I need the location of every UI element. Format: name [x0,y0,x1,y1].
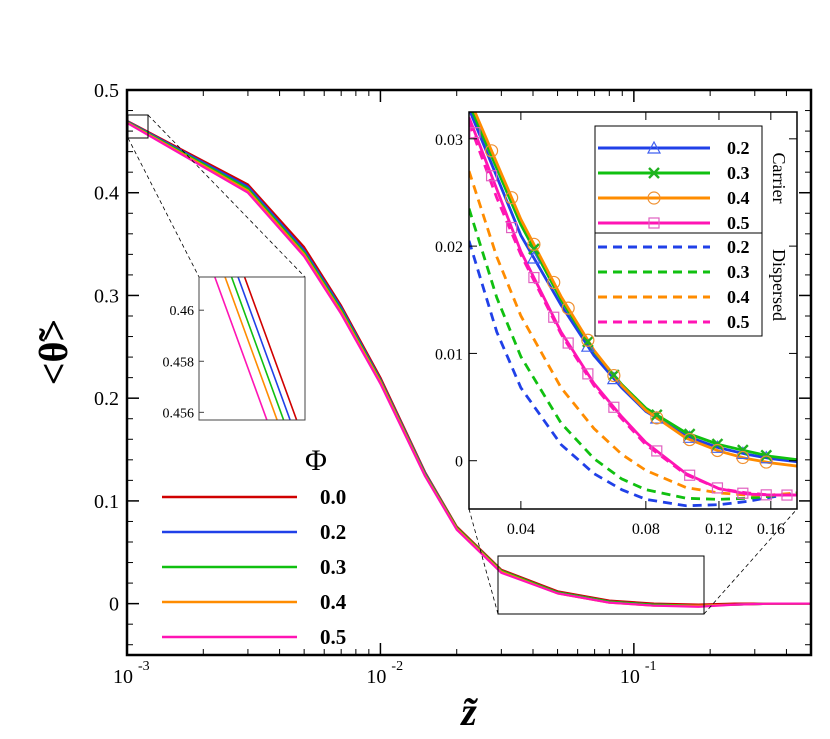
x-tick-label: 10 [366,666,386,688]
inset-legend-label: 0.4 [727,188,750,208]
figure: 0 0.1 0.2 0.3 0.4 0.5 10 -3 10 -2 10 -1 <θ̃> z̃ Φ 0… [0,0,830,739]
zoom-y-tick-label: 0.456 [163,406,195,421]
y-tick-label: 0.2 [94,388,119,410]
inset-y-tick-label: 0.01 [435,346,463,363]
legend-label: 0.4 [320,590,347,614]
x-tick-label: 10 [113,666,133,688]
y-tick-label: 0.4 [94,183,119,205]
legend-label: 0.0 [320,485,346,509]
x-axis-label: z̃ [459,689,479,734]
inset-legend-label: 0.2 [727,237,750,257]
legend-label: 0.5 [320,625,346,649]
inset-legend-label: 0.3 [727,163,750,183]
x-tick-exponent: -1 [645,659,657,674]
y-tick-label: 0.3 [94,285,119,307]
inset-x-tick-label: 0.12 [705,521,733,538]
inset-legend-label: 0.3 [727,262,750,282]
y-tick-label: 0 [109,594,119,616]
inset-y-tick-label: 0.03 [435,132,463,149]
x-tick-exponent: -2 [391,659,403,674]
legend-label: 0.2 [320,520,346,544]
inset-legend-label: 0.4 [727,287,750,307]
inset-legend-label: 0.5 [727,312,750,332]
inset-y-tick-label: 0.02 [435,239,463,256]
zoom-y-tick-label: 0.458 [163,355,195,370]
legend-group-label-dispersed: Dispersed [769,249,789,321]
y-axis-label: <θ̃> [31,319,76,385]
y-tick-label: 0.1 [94,491,119,513]
inset-x-tick-label: 0.08 [632,521,660,538]
inset-legend-label: 0.2 [727,138,750,158]
inset-x-tick-label: 0.16 [757,521,785,538]
inset-y-tick-label: 0 [455,454,463,471]
right-inset: 00.010.020.030.04 0.08 0.12 0.16 0.20.30.40… [435,98,797,538]
x-tick-label: 10 [620,666,640,688]
legend-group-label-carrier: Carrier [769,153,789,204]
legend-title: Φ [305,444,327,477]
inset-x-tick-label: 0.04 [507,521,535,538]
zoom-y-tick-label: 0.46 [170,304,195,319]
x-tick-exponent: -3 [138,659,150,674]
inset-legend: 0.2 0.3 0.4 0.5 0.2 0.3 0.4 0.5 [595,126,762,336]
legend-label: 0.3 [320,555,346,579]
inset-legend-label: 0.5 [727,213,750,233]
y-tick-label: 0.5 [94,80,119,102]
